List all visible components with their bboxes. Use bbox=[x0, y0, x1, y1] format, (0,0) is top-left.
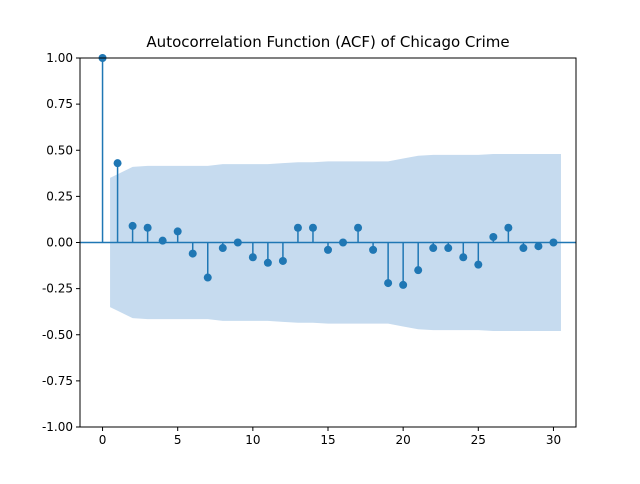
acf-marker-lag-9 bbox=[233, 238, 242, 247]
acf-marker-lag-5 bbox=[173, 227, 182, 236]
acf-marker-lag-26 bbox=[489, 232, 498, 241]
acf-marker-lag-17 bbox=[354, 223, 363, 232]
y-tick-label: 0.50 bbox=[46, 143, 73, 157]
acf-marker-lag-24 bbox=[459, 253, 468, 262]
acf-marker-lag-10 bbox=[248, 253, 257, 262]
acf-marker-lag-28 bbox=[519, 244, 528, 253]
acf-marker-lag-4 bbox=[158, 236, 167, 245]
x-tick-label: 10 bbox=[245, 433, 260, 447]
y-tick-label: 0.25 bbox=[46, 189, 73, 203]
y-tick-label: -0.25 bbox=[42, 282, 73, 296]
acf-marker-lag-3 bbox=[143, 223, 152, 232]
acf-marker-lag-18 bbox=[369, 245, 378, 254]
acf-marker-lag-21 bbox=[414, 266, 423, 275]
y-tick-label: -0.75 bbox=[42, 374, 73, 388]
acf-marker-lag-14 bbox=[308, 223, 317, 232]
acf-marker-lag-20 bbox=[399, 280, 408, 289]
y-tick-label: 0.00 bbox=[46, 236, 73, 250]
acf-marker-lag-19 bbox=[384, 279, 393, 288]
acf-marker-lag-27 bbox=[504, 223, 513, 232]
acf-marker-lag-7 bbox=[203, 273, 212, 282]
acf-marker-lag-25 bbox=[474, 260, 483, 269]
acf-marker-lag-8 bbox=[218, 244, 227, 253]
acf-marker-lag-1 bbox=[113, 159, 122, 168]
acf-marker-lag-2 bbox=[128, 221, 137, 230]
x-tick-label: 25 bbox=[471, 433, 486, 447]
x-tick-label: 20 bbox=[396, 433, 411, 447]
acf-marker-lag-29 bbox=[534, 242, 543, 251]
acf-marker-lag-11 bbox=[263, 258, 272, 267]
y-tick-label: -1.00 bbox=[42, 420, 73, 434]
acf-marker-lag-22 bbox=[429, 244, 438, 253]
acf-marker-lag-23 bbox=[444, 244, 453, 253]
x-tick-label: 15 bbox=[320, 433, 335, 447]
y-tick-label: 0.75 bbox=[46, 97, 73, 111]
acf-marker-lag-12 bbox=[278, 256, 287, 265]
acf-marker-lag-13 bbox=[293, 223, 302, 232]
acf-marker-lag-30 bbox=[549, 238, 558, 247]
chart-title: Autocorrelation Function (ACF) of Chicag… bbox=[146, 33, 510, 51]
x-tick-label: 30 bbox=[546, 433, 561, 447]
acf-marker-lag-16 bbox=[339, 238, 348, 247]
y-tick-label: 1.00 bbox=[46, 51, 73, 65]
y-tick-label: -0.50 bbox=[42, 328, 73, 342]
acf-marker-lag-6 bbox=[188, 249, 197, 258]
x-tick-label: 5 bbox=[174, 433, 182, 447]
x-tick-label: 0 bbox=[99, 433, 107, 447]
acf-marker-lag-15 bbox=[324, 245, 332, 254]
